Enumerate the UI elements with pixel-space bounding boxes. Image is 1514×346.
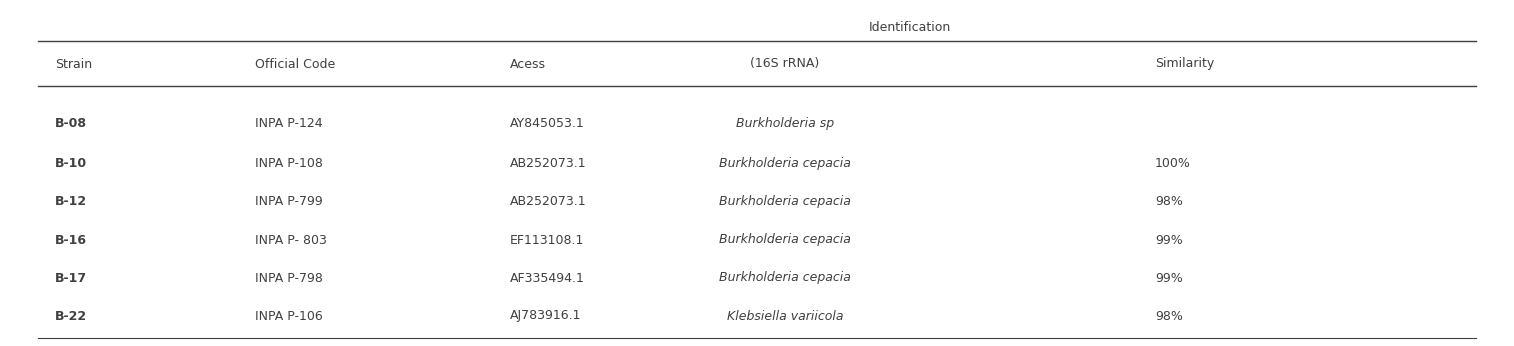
Text: Similarity: Similarity: [1155, 57, 1214, 71]
Text: B-17: B-17: [55, 272, 88, 284]
Text: 99%: 99%: [1155, 272, 1182, 284]
Text: Burkholderia cepacia: Burkholderia cepacia: [719, 157, 851, 171]
Text: AJ783916.1: AJ783916.1: [510, 310, 581, 322]
Text: AB252073.1: AB252073.1: [510, 157, 586, 171]
Text: INPA P- 803: INPA P- 803: [254, 234, 327, 246]
Text: B-16: B-16: [55, 234, 86, 246]
Text: Official Code: Official Code: [254, 57, 335, 71]
Text: AF335494.1: AF335494.1: [510, 272, 584, 284]
Text: Identification: Identification: [869, 21, 951, 35]
Text: 100%: 100%: [1155, 157, 1192, 171]
Text: Burkholderia cepacia: Burkholderia cepacia: [719, 195, 851, 209]
Text: EF113108.1: EF113108.1: [510, 234, 584, 246]
Text: Burkholderia cepacia: Burkholderia cepacia: [719, 272, 851, 284]
Text: INPA P-798: INPA P-798: [254, 272, 322, 284]
Text: INPA P-108: INPA P-108: [254, 157, 322, 171]
Text: B-22: B-22: [55, 310, 88, 322]
Text: Burkholderia cepacia: Burkholderia cepacia: [719, 234, 851, 246]
Text: Strain: Strain: [55, 57, 92, 71]
Text: Acess: Acess: [510, 57, 547, 71]
Text: B-08: B-08: [55, 118, 86, 130]
Text: B-10: B-10: [55, 157, 88, 171]
Text: B-12: B-12: [55, 195, 88, 209]
Text: INPA P-106: INPA P-106: [254, 310, 322, 322]
Text: AY845053.1: AY845053.1: [510, 118, 584, 130]
Text: 98%: 98%: [1155, 195, 1182, 209]
Text: Burkholderia sp: Burkholderia sp: [736, 118, 834, 130]
Text: AB252073.1: AB252073.1: [510, 195, 586, 209]
Text: Klebsiella variicola: Klebsiella variicola: [727, 310, 843, 322]
Text: 99%: 99%: [1155, 234, 1182, 246]
Text: INPA P-124: INPA P-124: [254, 118, 322, 130]
Text: 98%: 98%: [1155, 310, 1182, 322]
Text: INPA P-799: INPA P-799: [254, 195, 322, 209]
Text: (16S rRNA): (16S rRNA): [751, 57, 819, 71]
